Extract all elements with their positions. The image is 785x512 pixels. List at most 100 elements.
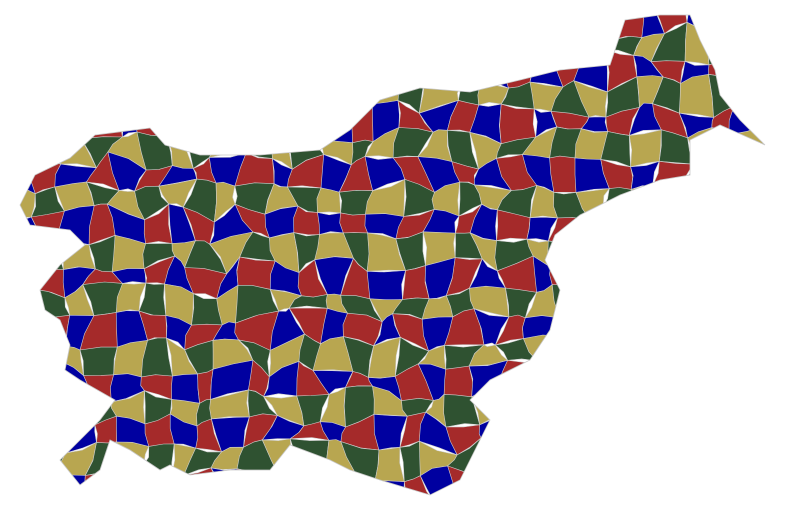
- municipality: [402, 48, 429, 90]
- municipality: [471, 15, 506, 38]
- municipality: [314, 23, 348, 49]
- municipality: [55, 398, 96, 426]
- municipality: [663, 238, 683, 263]
- municipality: [525, 414, 563, 456]
- municipality: [754, 363, 765, 403]
- municipality: [268, 15, 302, 35]
- municipality: [574, 261, 611, 296]
- municipality: [480, 437, 504, 480]
- municipality: [28, 359, 61, 401]
- municipality: [374, 50, 407, 93]
- municipality: [261, 492, 300, 495]
- municipality: [217, 82, 252, 110]
- municipality: [506, 492, 528, 495]
- municipality: [731, 442, 765, 481]
- municipality: [447, 30, 478, 58]
- municipality: [586, 206, 607, 248]
- municipality: [598, 397, 644, 422]
- municipality: [77, 63, 115, 86]
- municipality: [20, 385, 30, 427]
- municipality: [598, 373, 636, 401]
- municipality: [210, 467, 239, 495]
- municipality: [20, 233, 42, 273]
- municipality: [707, 28, 743, 66]
- municipality: [496, 469, 525, 495]
- municipality: [80, 15, 116, 29]
- municipality: [665, 207, 686, 240]
- municipality: [655, 473, 684, 495]
- municipality: [65, 493, 89, 495]
- municipality: [604, 448, 644, 479]
- municipality: [652, 387, 696, 416]
- municipality: [162, 15, 185, 40]
- municipality: [339, 212, 368, 236]
- municipality: [287, 81, 323, 115]
- municipality: [184, 491, 223, 495]
- municipality: [762, 125, 765, 164]
- municipality: [577, 35, 615, 51]
- municipality: [558, 362, 592, 391]
- municipality: [759, 26, 765, 55]
- municipality: [731, 470, 765, 495]
- municipality: [740, 203, 761, 245]
- municipality: [57, 106, 91, 140]
- municipality: [703, 231, 741, 262]
- municipality: [708, 15, 734, 30]
- municipality: [399, 440, 423, 483]
- municipality: [561, 386, 579, 419]
- municipality: [20, 15, 40, 33]
- municipality: [316, 187, 341, 214]
- municipality: [469, 493, 511, 495]
- municipality: [26, 26, 65, 58]
- municipality: [577, 366, 613, 399]
- municipality: [133, 15, 167, 37]
- municipality: [496, 440, 532, 476]
- municipality: [313, 472, 357, 495]
- municipality: [735, 241, 765, 262]
- municipality: [629, 370, 666, 402]
- municipality: [529, 47, 564, 88]
- municipality: [28, 136, 62, 165]
- municipality: [573, 15, 618, 40]
- municipality: [109, 463, 145, 495]
- municipality: [572, 389, 602, 422]
- municipality: [184, 82, 222, 106]
- municipality: [762, 15, 765, 36]
- municipality: [655, 366, 696, 397]
- municipality: [731, 393, 765, 429]
- municipality: [572, 475, 605, 495]
- municipality: [642, 414, 660, 452]
- municipality: [705, 468, 740, 493]
- municipality: [654, 437, 692, 481]
- municipality: [764, 415, 765, 447]
- municipality: [709, 127, 738, 166]
- municipality: [498, 25, 536, 54]
- municipality: [652, 160, 694, 187]
- municipality: [112, 80, 142, 108]
- municipality: [217, 104, 245, 141]
- municipality: [710, 489, 740, 495]
- municipality: [450, 15, 478, 38]
- municipality: [762, 442, 765, 472]
- municipality: [352, 89, 376, 106]
- municipality: [602, 187, 638, 211]
- municipality: [20, 370, 30, 401]
- municipality: [711, 360, 748, 403]
- municipality: [656, 490, 681, 495]
- municipality: [241, 100, 273, 136]
- municipality: [728, 154, 765, 197]
- municipality: [85, 493, 119, 495]
- municipality: [208, 25, 249, 61]
- municipality: [635, 283, 664, 313]
- municipality: [35, 15, 64, 41]
- municipality: [575, 286, 611, 313]
- municipality: [651, 311, 694, 352]
- municipality: [26, 478, 72, 495]
- municipality: [368, 480, 409, 495]
- municipality: [26, 54, 65, 80]
- municipality: [703, 203, 747, 243]
- municipality: [632, 310, 654, 352]
- municipality: [313, 492, 348, 495]
- municipality: [119, 102, 139, 138]
